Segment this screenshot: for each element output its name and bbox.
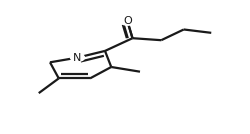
Text: N: N: [73, 53, 82, 63]
Circle shape: [120, 18, 134, 25]
Circle shape: [70, 54, 85, 61]
Text: O: O: [123, 16, 132, 26]
